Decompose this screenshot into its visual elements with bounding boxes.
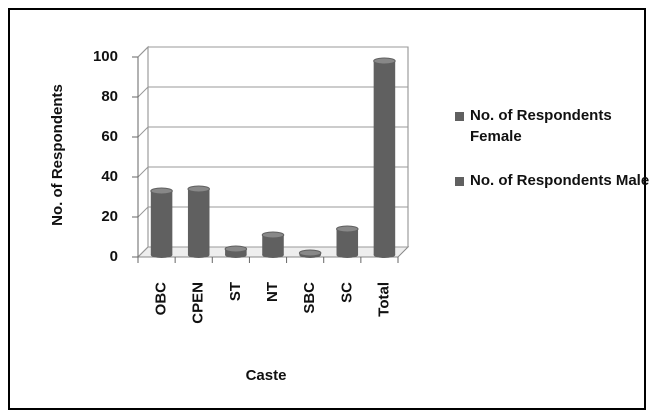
bar-body (336, 229, 359, 255)
bar-base (187, 252, 210, 258)
x-tick-label: NT (264, 282, 281, 302)
x-tick-label: CPEN (190, 282, 207, 324)
bar-top (336, 225, 359, 233)
bar-top (224, 245, 248, 253)
x-tick-label: ST (227, 282, 244, 301)
bar (298, 249, 322, 258)
y-tick-label: 0 (110, 248, 118, 265)
bar (187, 185, 210, 258)
bar-body (150, 191, 173, 255)
grid-line (137, 86, 408, 98)
y-tick-label: 40 (101, 168, 118, 185)
bar-top (298, 249, 322, 257)
x-axis-title: Caste (246, 367, 287, 384)
grid-line (137, 126, 408, 138)
y-axis-title: No. of Respondents (49, 84, 66, 226)
legend-label: No. of Respondents Male (470, 172, 650, 189)
x-tick-label: SC (338, 282, 355, 303)
bar-base (336, 252, 359, 258)
bar (261, 231, 285, 258)
x-tick-label: Total (375, 282, 392, 317)
bar (373, 57, 396, 258)
grid-line (137, 166, 408, 178)
back-wall (147, 46, 409, 248)
bar-top (373, 57, 396, 65)
legend-label: No. of Respondents Female (470, 107, 612, 145)
y-tick-label: 60 (101, 128, 118, 145)
bar-top (261, 231, 285, 239)
bar-base (150, 252, 173, 258)
bar-body (262, 235, 284, 255)
grid-line (137, 46, 408, 58)
bar-top (150, 187, 173, 195)
y-tick-label: 100 (93, 48, 118, 65)
bar (224, 245, 248, 258)
grid-line (137, 206, 408, 218)
side-wall (137, 45, 149, 259)
legend-swatch (455, 177, 464, 186)
grid-line (137, 246, 408, 258)
bar-base (373, 252, 396, 258)
x-tick-label: SBC (301, 282, 318, 314)
bar-top (187, 185, 210, 193)
legend-swatch (455, 112, 464, 121)
y-tick-label: 80 (101, 88, 118, 105)
bar-body (373, 61, 396, 255)
y-tick-label: 20 (101, 208, 118, 225)
bar-base (262, 252, 284, 258)
bar (336, 225, 359, 258)
bar-base (225, 252, 247, 258)
bar (150, 187, 173, 258)
x-tick-label: OBC (153, 282, 170, 316)
bar-body (187, 189, 210, 255)
